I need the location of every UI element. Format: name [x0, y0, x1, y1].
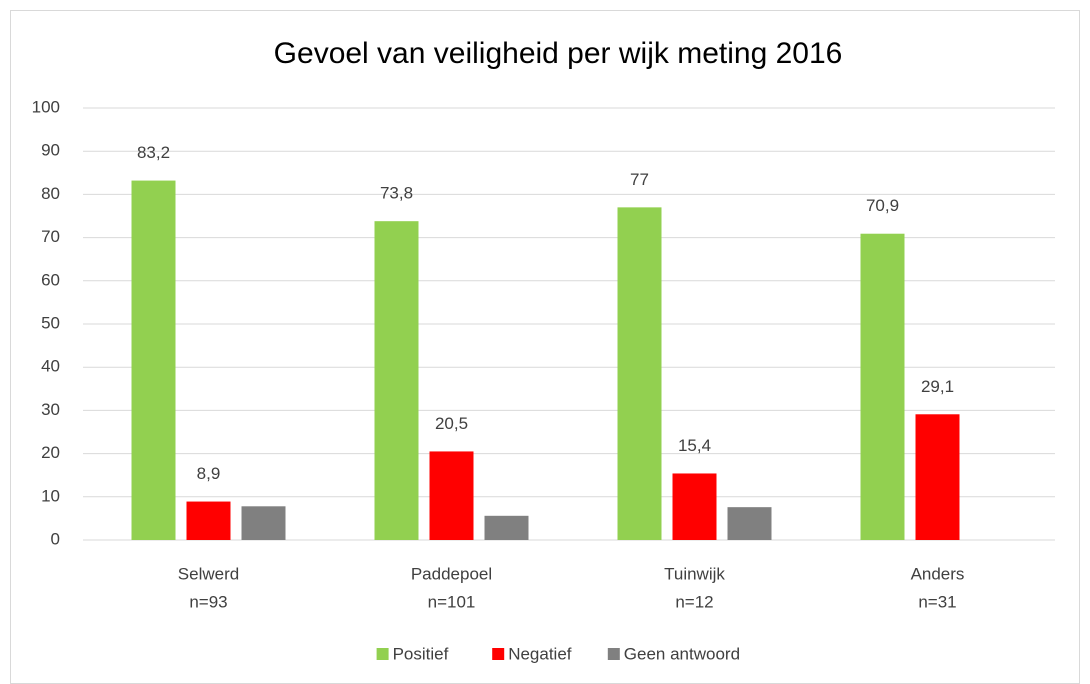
y-tick-label: 100: [32, 97, 60, 116]
bar: [915, 414, 960, 540]
y-tick-label: 20: [41, 443, 60, 462]
x-tick-label: Paddepoel: [411, 564, 492, 583]
legend-swatch: [492, 648, 505, 660]
chart-title: Gevoel van veiligheid per wijk meting 20…: [274, 37, 843, 70]
legend-label: Negatief: [508, 644, 572, 663]
y-tick-label: 0: [51, 529, 60, 548]
bar: [727, 507, 772, 540]
x-tick-label: Anders: [911, 564, 965, 583]
bar: [374, 221, 419, 540]
x-tick-label: n=93: [189, 592, 227, 611]
data-label: 83,2: [137, 143, 170, 162]
x-tick-label: n=12: [675, 592, 713, 611]
data-label: 15,4: [678, 436, 711, 455]
bar: [241, 506, 286, 540]
data-label: 29,1: [921, 377, 954, 396]
data-label: 70,9: [866, 196, 899, 215]
x-tick-label: Tuinwijk: [664, 564, 725, 583]
y-tick-label: 90: [41, 141, 60, 160]
x-tick-label: n=101: [428, 592, 476, 611]
y-tick-label: 50: [41, 313, 60, 332]
y-tick-label: 70: [41, 227, 60, 246]
data-label: 77: [630, 170, 649, 189]
data-label: 20,5: [435, 414, 468, 433]
x-tick-label: Selwerd: [178, 564, 239, 583]
bar: [860, 233, 905, 540]
y-tick-label: 10: [41, 486, 60, 505]
bar: [131, 180, 176, 541]
y-tick-label: 30: [41, 400, 60, 419]
legend-swatch: [376, 648, 389, 660]
bar: [617, 207, 662, 541]
bar: [186, 501, 231, 540]
x-tick-label: n=31: [918, 592, 956, 611]
y-tick-label: 80: [41, 184, 60, 203]
y-tick-label: 60: [41, 270, 60, 289]
legend-label: Positief: [393, 644, 449, 663]
bar: [672, 473, 717, 540]
data-label: 8,9: [197, 464, 221, 483]
bar: [484, 515, 529, 540]
y-tick-label: 40: [41, 357, 60, 376]
bar: [429, 451, 474, 540]
data-label: 73,8: [380, 184, 413, 203]
legend-swatch: [607, 648, 620, 660]
legend-label: Geen antwoord: [624, 644, 740, 663]
